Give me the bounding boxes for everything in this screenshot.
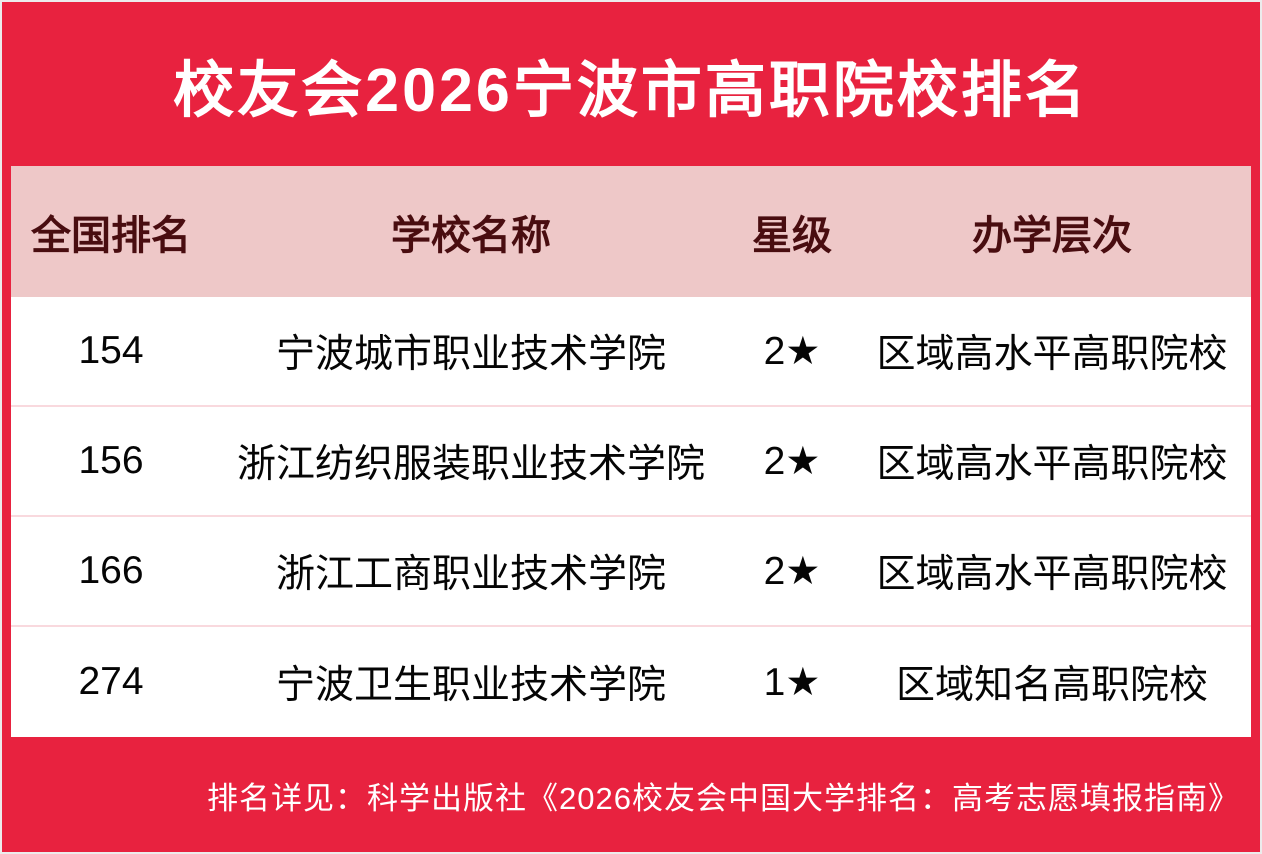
rank-value: 274 [78,660,144,703]
table-row: 154 宁波城市职业技术学院 2★ 区域高水平高职院校 [11,297,1251,407]
school-tier: 区域高水平高职院校 [876,553,1228,596]
rank-value: 166 [78,549,144,592]
school-tier: 区域高水平高职院校 [876,443,1228,486]
school-tier: 区域知名高职院校 [895,664,1208,707]
table-row: 156 浙江纺织服装职业技术学院 2★ 区域高水平高职院校 [11,407,1251,517]
column-header-school-tier: 办学层次 [972,213,1132,258]
footer-band: 排名详见：科学出版社《2026校友会中国大学排名：高考志愿填报指南》 [2,737,1260,852]
ranking-table: 全国排名 学校名称 星级 办学层次 154 宁波城市职业技术学院 2★ 区域高水… [11,166,1251,737]
table-header-row: 全国排名 学校名称 星级 办学层次 [11,166,1251,297]
rank-value: 156 [78,439,144,482]
school-name: 浙江工商职业技术学院 [275,553,666,596]
table-row: 166 浙江工商职业技术学院 2★ 区域高水平高职院校 [11,517,1251,627]
column-header-school-name: 学校名称 [391,213,551,258]
rank-value: 154 [78,329,144,372]
school-name: 宁波卫生职业技术学院 [275,664,666,707]
school-name: 宁波城市职业技术学院 [275,333,666,376]
page-title: 校友会2026宁波市高职院校排名 [173,55,1089,124]
column-header-national-rank: 全国排名 [31,213,191,258]
star-rating: 1★ [763,660,821,704]
school-name: 浙江纺织服装职业技术学院 [236,443,705,486]
source-note: 排名详见：科学出版社《2026校友会中国大学排名：高考志愿填报指南》 [207,781,1240,816]
school-tier: 区域高水平高职院校 [876,333,1228,376]
star-rating: 2★ [763,549,821,593]
title-band: 校友会2026宁波市高职院校排名 [2,2,1260,166]
star-rating: 2★ [763,439,821,483]
table-row: 274 宁波卫生职业技术学院 1★ 区域知名高职院校 [11,627,1251,737]
star-rating: 2★ [763,329,821,373]
column-header-star-level: 星级 [752,213,832,258]
